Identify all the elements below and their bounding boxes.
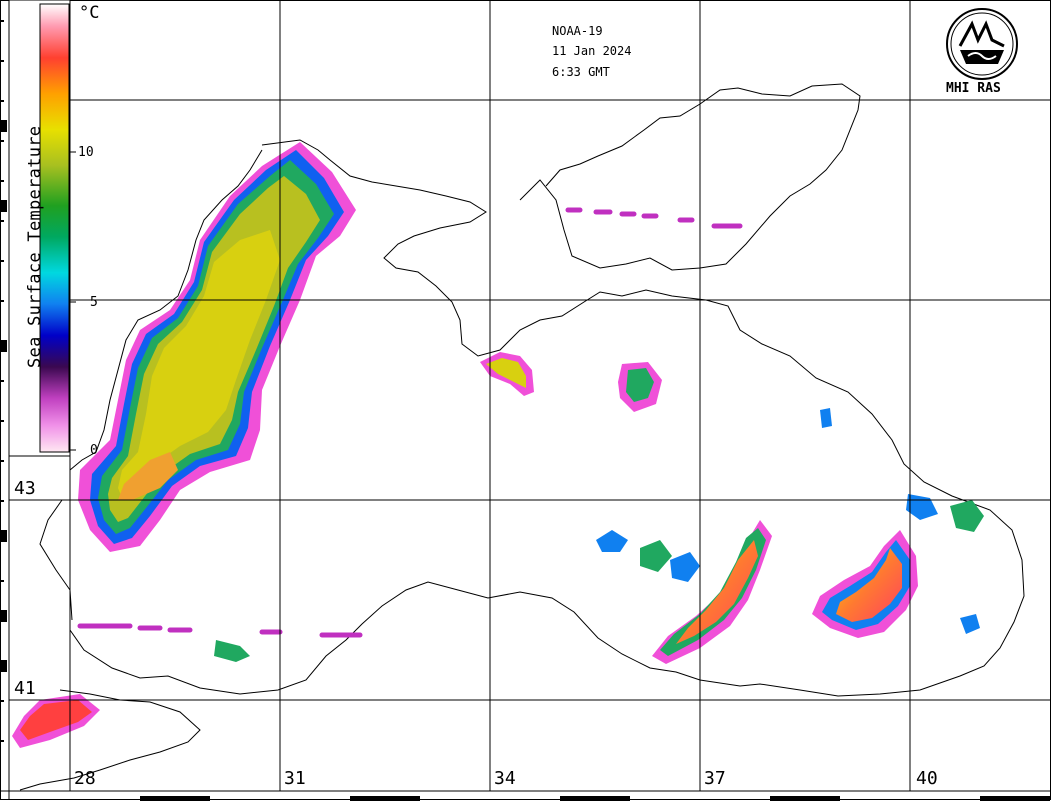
- colorbar-tick-0: 0: [90, 443, 98, 458]
- edge-ticks: [0, 20, 1050, 801]
- acquisition-date: 11 Jan 2024: [552, 44, 632, 58]
- sst-west-shelf: [78, 142, 356, 552]
- colorbar-tick-5: 5: [90, 295, 98, 310]
- graticule: [9, 0, 1051, 791]
- lon-label-34: 34: [494, 768, 516, 789]
- acquisition-time: 6:33 GMT: [552, 65, 610, 79]
- lat-label-41: 41: [14, 678, 36, 699]
- colorbar-title: Sea Surface Temperature: [25, 125, 45, 368]
- satellite-name: NOAA-19: [552, 24, 603, 38]
- lon-label-31: 31: [284, 768, 306, 789]
- lon-label-28: 28: [74, 768, 96, 789]
- colorbar: [8, 0, 76, 457]
- lon-label-40: 40: [916, 768, 938, 789]
- lon-label-37: 37: [704, 768, 726, 789]
- scan-artefacts: [77, 207, 743, 638]
- colorbar-unit: °C: [79, 3, 100, 23]
- colorbar-tick-10: 10: [78, 145, 94, 160]
- sst-east-patches: [12, 352, 984, 748]
- mhi-ras-emblem-icon: [946, 8, 1018, 80]
- lat-label-43: 43: [14, 478, 36, 499]
- logo-text: MHI RAS: [946, 81, 1001, 96]
